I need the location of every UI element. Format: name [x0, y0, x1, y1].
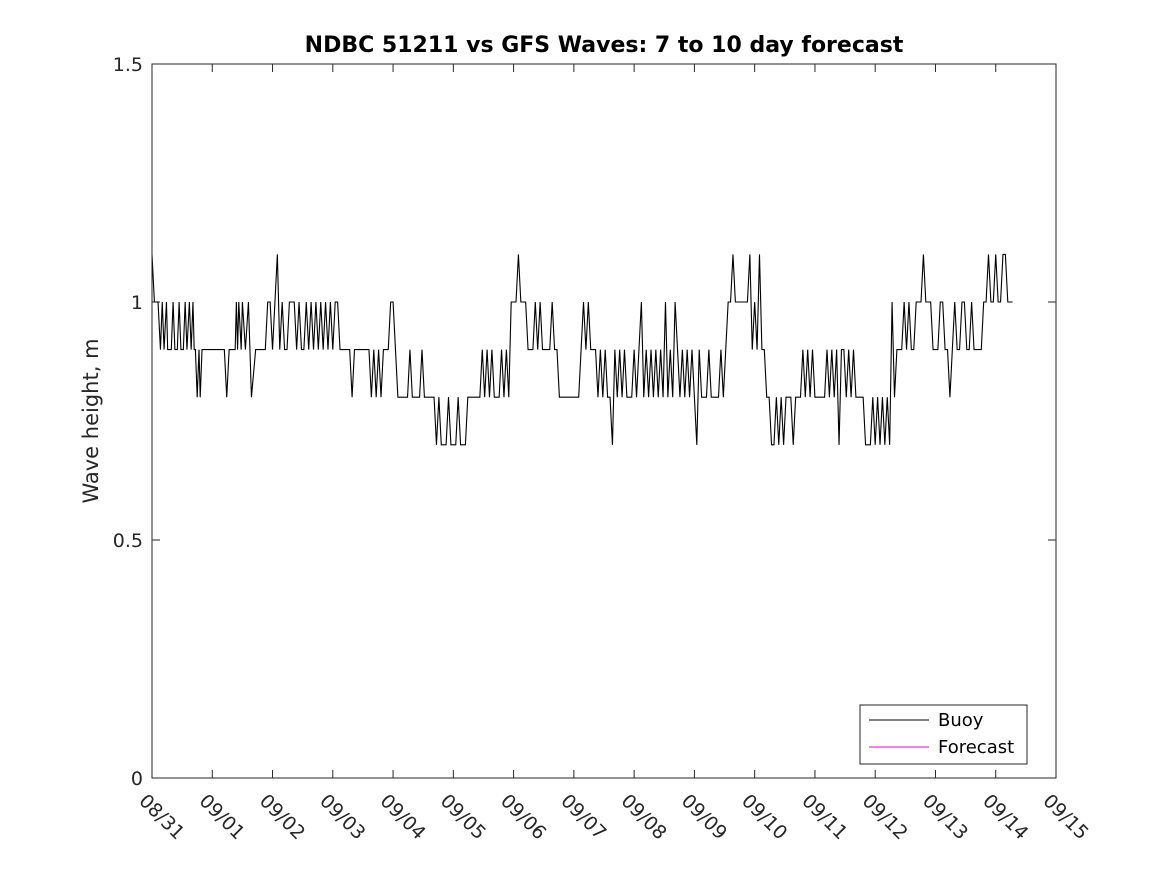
y-tick-label: 0.5	[113, 530, 143, 552]
y-axis-label: Wave height, m	[79, 338, 103, 503]
y-tick-label: 0	[131, 768, 143, 790]
y-axis-ticks: 0 0.5 1 1.5	[113, 54, 1056, 790]
legend: Buoy Forecast	[859, 704, 1028, 765]
plot-frame	[151, 63, 1057, 779]
y-tick-label: 1.5	[113, 54, 143, 76]
series-line-buoy	[151, 253, 1013, 446]
plot-area	[152, 64, 1056, 778]
legend-box	[859, 704, 1028, 765]
y-tick-label: 1	[131, 292, 143, 314]
chart-title: NDBC 51211 vs GFS Waves: 7 to 10 day for…	[305, 33, 904, 58]
legend-label-forecast: Forecast	[938, 737, 1014, 758]
legend-label-buoy: Buoy	[938, 710, 984, 731]
series-layer	[151, 253, 1013, 446]
